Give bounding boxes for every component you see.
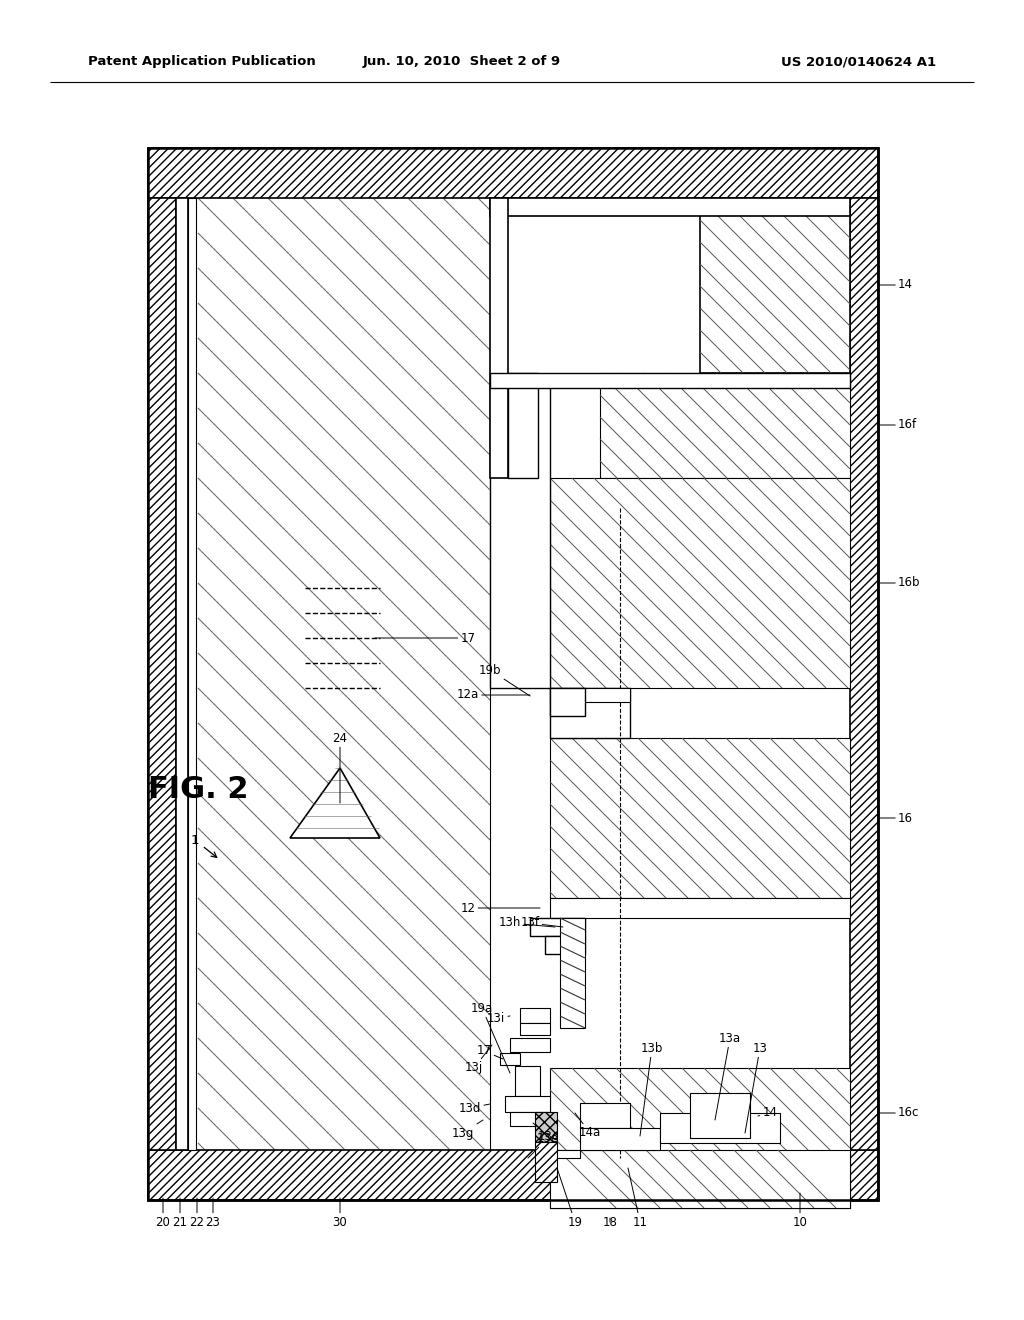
Text: 23: 23 [206, 1199, 220, 1229]
Text: 12a: 12a [457, 689, 530, 701]
Bar [490, 198, 850, 216]
Text: 13h: 13h [499, 916, 555, 929]
Text: 11: 11 [628, 1168, 647, 1229]
Text: 13: 13 [745, 1041, 767, 1133]
Text: 24: 24 [333, 731, 347, 803]
Text: 13d: 13d [459, 1101, 490, 1114]
Text: FIG. 2: FIG. 2 [148, 776, 249, 804]
Bar [545, 936, 585, 954]
Bar [500, 1053, 520, 1065]
Bar [580, 1129, 660, 1150]
Bar [148, 148, 878, 1200]
Text: 19a: 19a [471, 1002, 510, 1073]
Bar [176, 198, 188, 1150]
Bar [690, 1093, 750, 1138]
Text: 17: 17 [375, 631, 475, 644]
Text: 13b: 13b [640, 1041, 664, 1137]
Text: 16: 16 [880, 812, 913, 825]
Bar [600, 374, 850, 478]
Bar [490, 374, 850, 388]
Bar [148, 198, 176, 1150]
Bar [550, 688, 630, 702]
Bar [535, 1142, 557, 1181]
Bar [550, 738, 850, 898]
Bar [550, 478, 850, 688]
Text: 22: 22 [189, 1199, 205, 1229]
Text: Jun. 10, 2010  Sheet 2 of 9: Jun. 10, 2010 Sheet 2 of 9 [362, 55, 561, 69]
Text: 17: 17 [476, 1044, 503, 1059]
Bar [535, 1111, 557, 1142]
Bar [490, 198, 850, 1150]
Text: 16b: 16b [880, 577, 921, 590]
Bar [148, 148, 878, 1200]
Bar [520, 1008, 550, 1023]
Bar [505, 1096, 550, 1111]
Bar [520, 1023, 550, 1035]
Bar [550, 688, 585, 715]
Bar [148, 1150, 878, 1200]
Bar [508, 374, 538, 478]
Text: US 2010/0140624 A1: US 2010/0140624 A1 [781, 55, 936, 69]
Text: 13e: 13e [528, 1131, 559, 1158]
Text: 13f: 13f [520, 916, 563, 929]
Text: 12: 12 [461, 902, 540, 915]
Bar [148, 148, 878, 198]
Text: 10: 10 [793, 1193, 808, 1229]
Bar [550, 1188, 850, 1208]
Text: 20: 20 [156, 1199, 170, 1229]
Bar [188, 198, 196, 1150]
Text: 16f: 16f [880, 418, 918, 432]
Bar [510, 1038, 550, 1052]
Text: 13j: 13j [465, 1045, 492, 1074]
Text: 13i: 13i [486, 1011, 510, 1024]
Bar [550, 688, 630, 738]
Text: 30: 30 [333, 1199, 347, 1229]
Bar [490, 387, 550, 688]
Text: 14: 14 [758, 1106, 777, 1119]
Text: 1: 1 [190, 833, 217, 858]
Text: 19: 19 [557, 1168, 583, 1229]
Text: 21: 21 [172, 1199, 187, 1229]
Bar [490, 198, 508, 478]
Bar [550, 1068, 850, 1158]
Bar [580, 1104, 630, 1129]
Polygon shape [290, 768, 380, 838]
Bar [550, 898, 850, 917]
Text: 13a: 13a [715, 1031, 741, 1119]
Bar [550, 1150, 580, 1158]
Bar [550, 1150, 850, 1208]
Text: 18: 18 [602, 1216, 617, 1229]
Bar [515, 1067, 540, 1096]
Bar [550, 1158, 850, 1188]
Bar [660, 1113, 780, 1143]
Bar [850, 198, 878, 1150]
Bar [560, 917, 585, 1028]
Bar [700, 198, 850, 374]
Text: 16c: 16c [880, 1106, 920, 1119]
Bar [530, 917, 585, 936]
Text: 14: 14 [880, 279, 913, 292]
Text: 19b: 19b [479, 664, 530, 696]
Bar [510, 1111, 548, 1126]
Text: 14a: 14a [575, 1113, 601, 1139]
Text: 13c: 13c [534, 1123, 559, 1143]
Text: Patent Application Publication: Patent Application Publication [88, 55, 315, 69]
Text: 13g: 13g [452, 1119, 483, 1139]
